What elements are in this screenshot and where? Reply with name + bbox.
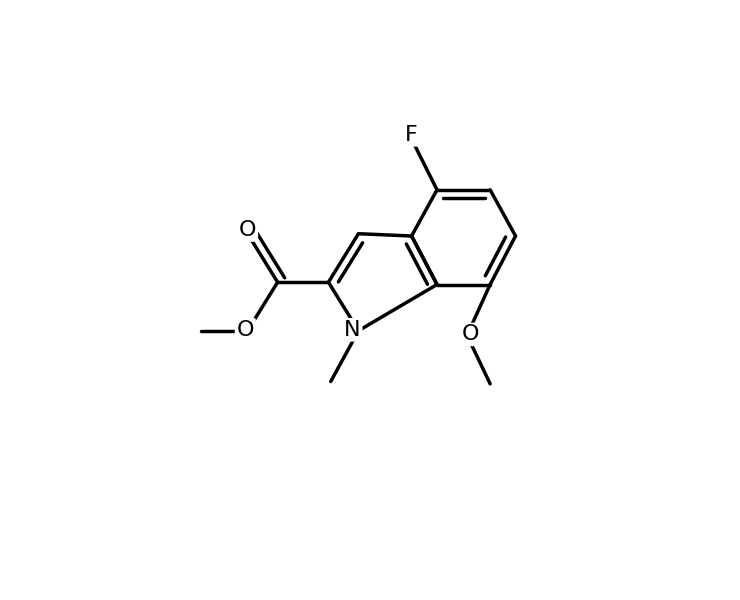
Text: O: O — [237, 320, 254, 340]
Text: N: N — [344, 320, 360, 340]
Text: F: F — [406, 125, 418, 145]
Text: O: O — [239, 220, 256, 240]
Text: O: O — [462, 325, 480, 344]
